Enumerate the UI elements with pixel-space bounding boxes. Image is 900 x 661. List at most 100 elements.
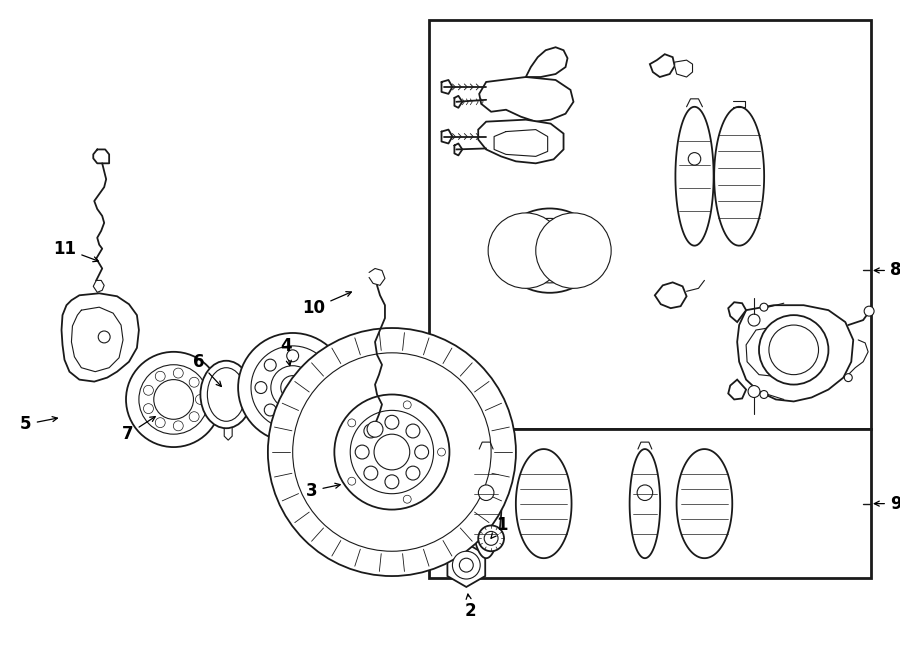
Circle shape bbox=[287, 350, 299, 362]
Circle shape bbox=[126, 352, 221, 447]
Text: 8: 8 bbox=[874, 262, 900, 280]
Text: 10: 10 bbox=[302, 292, 351, 317]
Circle shape bbox=[195, 395, 205, 405]
Ellipse shape bbox=[510, 218, 590, 283]
Circle shape bbox=[143, 404, 153, 414]
Text: 2: 2 bbox=[464, 594, 476, 620]
Circle shape bbox=[748, 314, 760, 326]
Circle shape bbox=[769, 325, 818, 375]
Polygon shape bbox=[61, 293, 139, 381]
Circle shape bbox=[415, 445, 428, 459]
Circle shape bbox=[385, 415, 399, 429]
Circle shape bbox=[748, 385, 760, 397]
Polygon shape bbox=[471, 449, 501, 558]
Circle shape bbox=[310, 404, 321, 416]
Circle shape bbox=[637, 485, 652, 500]
Polygon shape bbox=[728, 302, 746, 322]
Bar bbox=[428, 429, 871, 578]
Circle shape bbox=[494, 219, 558, 282]
Circle shape bbox=[156, 371, 166, 381]
Circle shape bbox=[156, 418, 166, 428]
Polygon shape bbox=[675, 60, 692, 77]
Circle shape bbox=[403, 401, 411, 408]
Circle shape bbox=[542, 219, 605, 282]
Circle shape bbox=[265, 404, 276, 416]
Ellipse shape bbox=[207, 368, 245, 421]
Circle shape bbox=[139, 365, 209, 434]
Circle shape bbox=[281, 375, 304, 399]
Circle shape bbox=[406, 466, 420, 480]
Circle shape bbox=[154, 379, 194, 419]
Polygon shape bbox=[526, 47, 568, 77]
Circle shape bbox=[310, 359, 321, 371]
Circle shape bbox=[255, 381, 267, 393]
Circle shape bbox=[406, 424, 420, 438]
Circle shape bbox=[759, 315, 828, 385]
Text: 7: 7 bbox=[122, 416, 155, 443]
Text: 5: 5 bbox=[20, 415, 58, 433]
Polygon shape bbox=[479, 77, 573, 122]
Text: 3: 3 bbox=[306, 482, 340, 500]
Circle shape bbox=[292, 353, 491, 551]
Circle shape bbox=[364, 466, 378, 480]
Circle shape bbox=[350, 410, 434, 494]
Circle shape bbox=[459, 558, 473, 572]
Text: 4: 4 bbox=[280, 337, 292, 366]
Circle shape bbox=[369, 361, 379, 371]
Circle shape bbox=[844, 373, 852, 381]
Circle shape bbox=[347, 477, 356, 485]
Polygon shape bbox=[630, 449, 661, 558]
Text: 9: 9 bbox=[874, 494, 900, 513]
Text: 11: 11 bbox=[53, 240, 98, 262]
Circle shape bbox=[864, 306, 874, 316]
Circle shape bbox=[268, 328, 516, 576]
Circle shape bbox=[367, 421, 383, 437]
Circle shape bbox=[189, 377, 199, 387]
Circle shape bbox=[356, 445, 369, 459]
Circle shape bbox=[437, 448, 446, 456]
Circle shape bbox=[271, 366, 314, 409]
Circle shape bbox=[760, 303, 768, 311]
Circle shape bbox=[347, 419, 356, 427]
Circle shape bbox=[287, 413, 299, 425]
Polygon shape bbox=[655, 282, 687, 308]
Ellipse shape bbox=[201, 361, 252, 428]
Circle shape bbox=[488, 213, 563, 288]
Circle shape bbox=[478, 525, 504, 551]
Circle shape bbox=[760, 391, 768, 399]
Circle shape bbox=[374, 434, 410, 470]
Polygon shape bbox=[447, 543, 485, 587]
Circle shape bbox=[265, 359, 276, 371]
Circle shape bbox=[403, 495, 411, 503]
Circle shape bbox=[335, 395, 449, 510]
Polygon shape bbox=[675, 107, 714, 246]
Bar bbox=[268, 353, 318, 422]
Circle shape bbox=[143, 385, 153, 395]
Circle shape bbox=[369, 405, 379, 414]
Circle shape bbox=[385, 475, 399, 488]
Circle shape bbox=[98, 331, 110, 343]
Text: 1: 1 bbox=[491, 516, 508, 538]
Circle shape bbox=[479, 485, 494, 500]
Circle shape bbox=[251, 346, 335, 429]
Circle shape bbox=[536, 213, 611, 288]
Circle shape bbox=[238, 333, 347, 442]
Polygon shape bbox=[737, 305, 853, 401]
Polygon shape bbox=[728, 379, 746, 399]
Circle shape bbox=[189, 412, 199, 422]
Ellipse shape bbox=[500, 208, 599, 293]
Circle shape bbox=[364, 424, 378, 438]
Bar bbox=[428, 20, 871, 429]
Polygon shape bbox=[746, 325, 824, 377]
Circle shape bbox=[502, 227, 550, 274]
Polygon shape bbox=[650, 54, 675, 77]
Circle shape bbox=[369, 375, 379, 385]
Circle shape bbox=[550, 227, 598, 274]
Polygon shape bbox=[516, 449, 572, 558]
Circle shape bbox=[319, 381, 330, 393]
Circle shape bbox=[453, 551, 481, 579]
Circle shape bbox=[688, 153, 701, 165]
Polygon shape bbox=[478, 120, 563, 163]
Circle shape bbox=[369, 391, 379, 401]
Polygon shape bbox=[715, 107, 764, 246]
